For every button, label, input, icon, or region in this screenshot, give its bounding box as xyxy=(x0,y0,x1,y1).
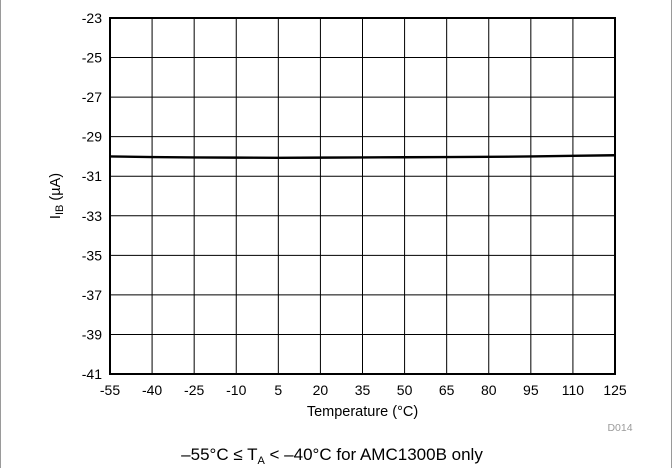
x-tick-label: 65 xyxy=(439,382,455,398)
grid-lines xyxy=(110,18,615,374)
series-line xyxy=(109,154,616,160)
y-tick-label: -37 xyxy=(82,287,102,303)
x-tick-label: -25 xyxy=(184,382,204,398)
x-tick-label: 20 xyxy=(313,382,329,398)
x-tick-label: 95 xyxy=(523,382,539,398)
y-tick-label: -33 xyxy=(82,208,102,224)
y-axis-title: IIB (µA) xyxy=(48,173,66,219)
y-tick-label: -23 xyxy=(82,10,102,26)
x-tick-label: 110 xyxy=(562,382,585,398)
y-tick-label: -27 xyxy=(82,89,102,105)
y-tick-labels: -23 -25 -27 -29 -31 -33 -35 -37 -39 -41 xyxy=(82,10,102,382)
y-tick-label: -31 xyxy=(82,168,102,184)
y-tick-label: -41 xyxy=(82,366,102,382)
x-tick-label: -40 xyxy=(142,382,162,398)
x-tick-label: 5 xyxy=(274,382,282,398)
series-group xyxy=(109,154,616,160)
y-tick-label: -39 xyxy=(82,326,102,342)
x-axis-title: Temperature (°C) xyxy=(307,404,418,420)
y-tick-label: -25 xyxy=(82,50,102,66)
plot-area-border xyxy=(109,17,616,375)
y-tick-label: -29 xyxy=(82,129,102,145)
x-tick-label: -10 xyxy=(226,382,246,398)
figure-code: D014 xyxy=(607,422,632,434)
x-tick-label: 125 xyxy=(603,382,627,398)
x-tick-label: 80 xyxy=(481,382,497,398)
x-tick-label: -55 xyxy=(100,382,120,398)
x-tick-label: 35 xyxy=(355,382,371,398)
x-tick-labels: -55 -40 -25 -10 5 20 35 50 65 80 95 110 125 xyxy=(100,382,627,398)
footnote: –55°C ≤ TA < –40°C for AMC1300B only xyxy=(181,445,483,467)
x-tick-label: 50 xyxy=(397,382,413,398)
y-tick-label: -35 xyxy=(82,247,102,263)
